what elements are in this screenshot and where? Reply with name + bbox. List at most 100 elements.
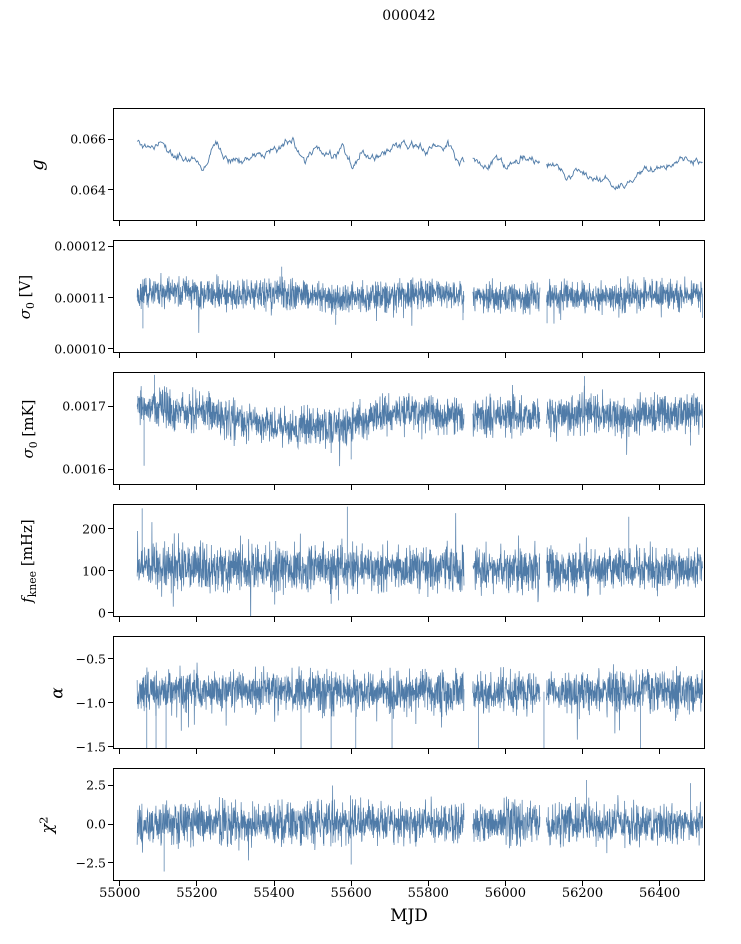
y-tick (108, 570, 113, 572)
y-tick-label: −1.5 (75, 739, 106, 755)
y-axis-label-sigma0-v: σ0 [V] (16, 274, 37, 319)
y-tick (108, 746, 113, 748)
plot-area-alpha (114, 637, 704, 748)
x-tick (196, 353, 198, 358)
x-tick (504, 749, 506, 754)
x-tick (427, 617, 429, 622)
x-tick (119, 485, 121, 490)
x-tick-label: 55800 (407, 886, 449, 901)
y-tick (108, 297, 113, 299)
x-tick-label: 56200 (561, 886, 604, 901)
x-tick (273, 749, 275, 754)
x-tick (119, 881, 121, 886)
y-tick-label: 0.064 (70, 182, 106, 198)
x-tick (659, 485, 661, 490)
x-tick (427, 353, 429, 358)
x-tick (504, 485, 506, 490)
x-tick (582, 881, 584, 886)
x-tick (504, 221, 506, 226)
y-tick (108, 189, 113, 191)
x-tick-label: 55400 (253, 886, 295, 901)
x-tick (582, 617, 584, 622)
x-tick-label: 55600 (330, 886, 372, 901)
x-tick (273, 221, 275, 226)
y-tick (108, 784, 113, 786)
x-tick (119, 221, 121, 226)
x-tick (659, 353, 661, 358)
plot-area-g (114, 109, 704, 220)
x-tick (119, 617, 121, 622)
y-tick (108, 348, 113, 350)
x-tick-label: 55000 (99, 886, 141, 901)
x-tick (504, 353, 506, 358)
x-tick (350, 881, 352, 886)
x-tick (427, 485, 429, 490)
y-tick-label: 100 (82, 563, 106, 579)
y-tick-label: 0.00010 (54, 341, 106, 357)
x-tick-label: 56400 (638, 886, 681, 901)
x-tick (273, 617, 275, 622)
x-tick (427, 749, 429, 754)
x-tick (196, 485, 198, 490)
panel-fknee: fknee [mHz] 200 100 0 (18, 504, 705, 622)
x-tick (582, 353, 584, 358)
x-tick (119, 749, 121, 754)
x-tick (504, 881, 506, 886)
y-tick (108, 405, 113, 407)
x-tick (350, 353, 352, 358)
y-tick-label: 0 (98, 605, 106, 621)
y-tick (108, 468, 113, 470)
y-tick-label: −2.5 (75, 855, 106, 871)
x-tick (196, 881, 198, 886)
y-tick-label: −1.0 (75, 695, 106, 711)
x-tick (504, 617, 506, 622)
y-tick (108, 528, 113, 530)
x-tick (427, 221, 429, 226)
x-tick (350, 617, 352, 622)
y-tick (108, 245, 113, 247)
y-tick (108, 658, 113, 660)
x-tick (659, 221, 661, 226)
y-tick-label: 2.5 (86, 777, 106, 793)
x-tick (273, 485, 275, 490)
y-axis-label-fknee: fknee [mHz] (18, 518, 39, 603)
y-tick-label: 0.0016 (62, 461, 106, 477)
x-tick (273, 881, 275, 886)
x-tick (196, 617, 198, 622)
y-tick-label: 0.066 (70, 131, 106, 147)
y-tick-label: 0.00012 (54, 238, 106, 254)
x-tick (582, 485, 584, 490)
x-tick (350, 485, 352, 490)
x-tick (659, 617, 661, 622)
y-tick (108, 862, 113, 864)
y-tick (108, 823, 113, 825)
plot-area-chi2 (114, 769, 704, 880)
x-tick (582, 221, 584, 226)
x-tick (427, 881, 429, 886)
x-tick-label: 55200 (176, 886, 218, 901)
x-axis-label: MJD (390, 906, 428, 926)
x-tick (273, 353, 275, 358)
panel-alpha: α −0.5 −1.0 −1.5 (48, 636, 705, 754)
y-tick-label: 200 (82, 521, 106, 537)
y-axis-label-chi2: χ2 (36, 815, 57, 834)
plot-area-fknee (114, 505, 704, 616)
y-axis-label-sigma0-mk: σ0 [mK] (19, 398, 40, 459)
x-tick-label: 56000 (484, 886, 527, 901)
plot-area-sigma0-mk (114, 373, 704, 484)
y-tick-label: −0.5 (75, 651, 106, 667)
y-tick-label: 0.0 (86, 816, 106, 832)
panel-chi2: χ2 2.5 0.0 −2.5 55000 55200 55400 55600 55800 56… (36, 768, 705, 901)
y-tick (108, 612, 113, 614)
figure-title: 000042 (382, 8, 436, 24)
x-tick (659, 749, 661, 754)
x-tick (196, 221, 198, 226)
x-tick (582, 749, 584, 754)
x-tick (196, 749, 198, 754)
panel-sigma0-mk: σ0 [mK] 0.0017 0.0016 (19, 372, 705, 490)
x-tick (119, 353, 121, 358)
y-tick (108, 138, 113, 140)
panel-sigma0-v: σ0 [V] 0.00012 0.00011 0.00010 (16, 239, 705, 358)
y-axis-label-alpha: α (47, 686, 68, 699)
